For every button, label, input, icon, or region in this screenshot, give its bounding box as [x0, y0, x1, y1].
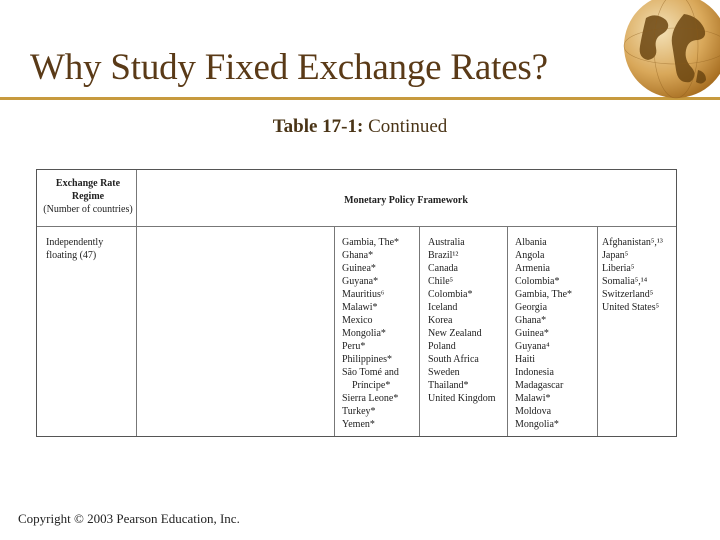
country-entry: Malawi*	[515, 393, 551, 404]
country-column: Australia Brazil¹² Canada Chile⁵ Colombia* Ic…	[428, 236, 496, 405]
regime-header-line3: (Number of countries)	[43, 204, 133, 215]
country-column: Afghanistan⁵,¹³ Japan⁵ Liberia⁵ Somalia⁵,¹⁴…	[602, 236, 663, 314]
country-entry: Poland	[428, 341, 456, 352]
country-column: Albania Angola Armenia Colombia* Gambia, The…	[515, 236, 572, 431]
table-caption: Table 17-1: Continued	[0, 116, 720, 138]
country-entry: Mexico	[342, 315, 373, 326]
regime-header: Exchange Rate Regime (Number of countrie…	[40, 177, 136, 216]
country-entry: Mongolia*	[342, 328, 386, 339]
country-entry: Moldova	[515, 406, 552, 417]
country-entry: Ghana*	[515, 315, 547, 326]
country-entry: Gambia, The*	[342, 237, 400, 248]
copyright-notice: Copyright © 2003 Pearson Education, Inc.	[18, 511, 240, 526]
country-entry: Gambia, The*	[515, 289, 573, 300]
policy-table: Exchange Rate Regime (Number of countrie…	[36, 169, 677, 437]
country-entry: Madagascar	[515, 380, 564, 391]
regime-line2: floating (47)	[46, 250, 97, 261]
regime-header-line1: Exchange Rate	[55, 178, 121, 189]
country-entry: Haiti	[515, 354, 535, 365]
country-entry: Yemen*	[342, 419, 375, 430]
country-entry: Malawi*	[342, 302, 378, 313]
country-entry: New Zealand	[428, 328, 482, 339]
column-divider	[419, 226, 420, 436]
regime-header-line2: Regime	[71, 191, 105, 202]
country-entry: South Africa	[428, 354, 479, 365]
country-entry: Sierra Leone*	[342, 393, 399, 404]
country-entry: Colombia*	[428, 289, 473, 300]
country-entry: Armenia	[515, 263, 550, 274]
regime-line1: Independently	[46, 237, 104, 248]
country-entry: São Tomé and	[342, 367, 399, 378]
caption-number: Table 17-1:	[272, 116, 364, 137]
country-entry: Ghana*	[342, 250, 374, 261]
country-entry: Príncipe*	[352, 380, 391, 391]
country-entry: Japan⁵	[602, 250, 629, 261]
country-entry: Korea	[428, 315, 453, 326]
column-divider	[597, 226, 598, 436]
country-entry: Australia	[428, 237, 465, 248]
country-entry: Liberia⁵	[602, 263, 635, 274]
country-entry: Indonesia	[515, 367, 554, 378]
column-divider	[334, 226, 335, 436]
country-entry: Afghanistan⁵,¹³	[602, 237, 663, 248]
country-entry: Iceland	[428, 302, 458, 313]
header-divider	[37, 226, 676, 227]
country-entry: Guyana*	[342, 276, 379, 287]
title-underline	[0, 97, 720, 100]
column-divider	[507, 226, 508, 436]
country-entry: Guinea*	[515, 328, 549, 339]
country-column: Gambia, The* Ghana* Guinea* Guyana* Mauritiu…	[342, 236, 399, 431]
country-entry: Guinea*	[342, 263, 376, 274]
framework-header: Monetary Policy Framework	[344, 195, 468, 206]
country-entry: Albania	[515, 237, 547, 248]
country-entry: Brazil¹²	[428, 250, 459, 261]
country-entry: Thailand*	[428, 380, 469, 391]
caption-text: Continued	[368, 116, 448, 137]
country-entry: Philippines*	[342, 354, 393, 365]
country-entry: Switzerland⁵	[602, 289, 654, 300]
country-entry: Georgia	[515, 302, 548, 313]
country-entry: Mongolia*	[515, 419, 559, 430]
country-entry: Canada	[428, 263, 458, 274]
country-entry: United States⁵	[602, 302, 660, 313]
slide-title: Why Study Fixed Exchange Rates?	[30, 47, 548, 88]
country-entry: Colombia*	[515, 276, 560, 287]
country-entry: Chile⁵	[428, 276, 454, 287]
country-entry: Mauritius⁶	[342, 289, 385, 300]
country-entry: Turkey*	[342, 406, 376, 417]
country-entry: Somalia⁵,¹⁴	[602, 276, 648, 287]
country-entry: Sweden	[428, 367, 460, 378]
country-entry: Angola	[515, 250, 545, 261]
globe-icon	[623, 0, 720, 99]
country-entry: Guyana⁴	[515, 341, 550, 352]
country-entry: Peru*	[342, 341, 366, 352]
column-divider	[136, 170, 137, 436]
country-entry: United Kingdom	[428, 393, 496, 404]
regime-cell: Independently floating (47)	[46, 236, 103, 262]
